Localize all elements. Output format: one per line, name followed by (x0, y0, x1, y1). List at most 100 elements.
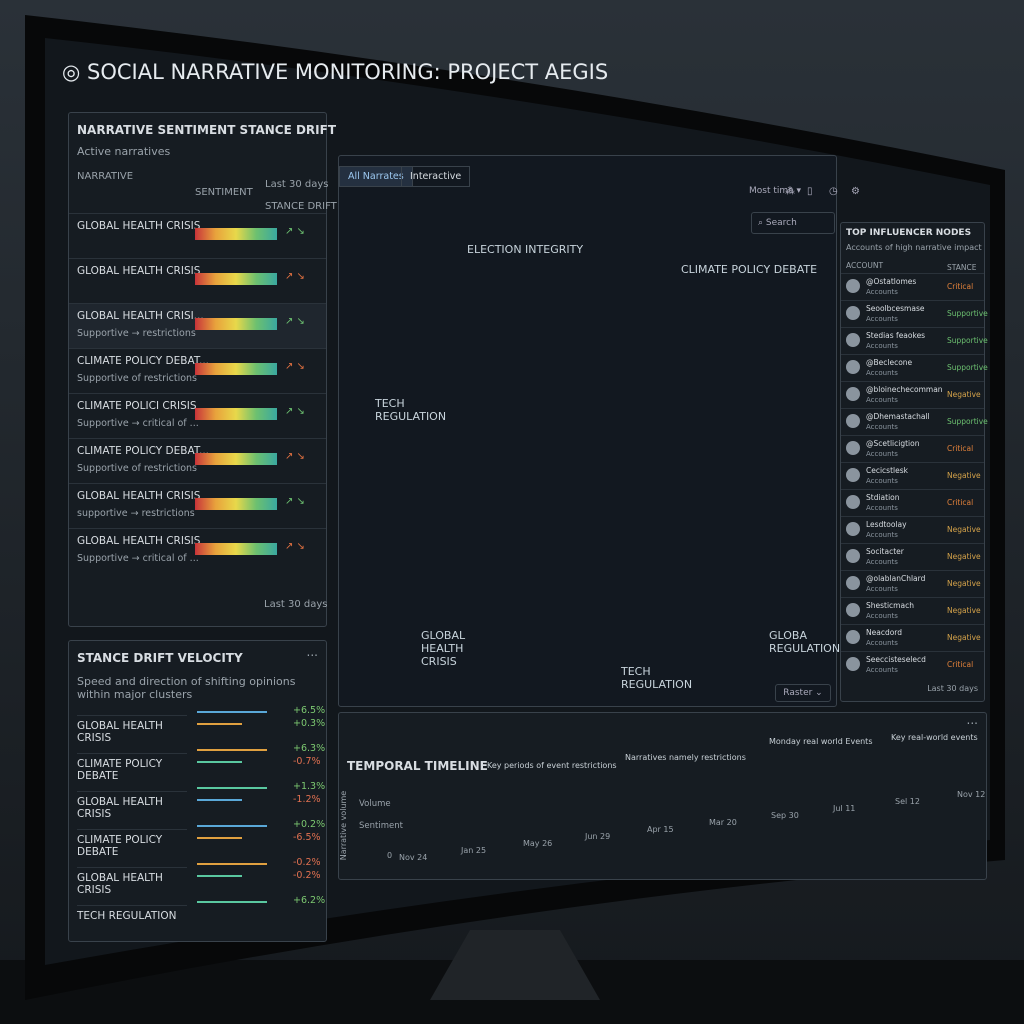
influencer-row[interactable]: Shesticmach Accounts Negative (841, 597, 984, 624)
narrative-row[interactable]: GLOBAL HEALTH CRISIS ↗ ↘ (69, 213, 326, 258)
influencer-row[interactable]: @Scetlicigtion Accounts Critical (841, 435, 984, 462)
sentiment-bar (195, 453, 277, 465)
influencer-row[interactable]: Lesdtoolay Accounts Negative (841, 516, 984, 543)
narrative-row[interactable]: GLOBAL HEALTH CRISIS Supportive → critica… (69, 528, 326, 573)
avatar (846, 657, 860, 671)
app-title: SOCIAL NARRATIVE MONITORING: PROJECT AEG… (87, 60, 609, 84)
stance: Critical (947, 282, 974, 291)
velocity-arrow (197, 799, 242, 801)
narrative-row[interactable]: CLIMATE POLICY DEBAT... Supportive of res… (69, 348, 326, 393)
narrative-row[interactable]: GLOBAL HEALTH CRISIS ↗ ↘ (69, 258, 326, 303)
influencer-row[interactable]: Seoolbcesmase Accounts Supportive (841, 300, 988, 327)
handle: @Scetlicigtion (866, 439, 920, 448)
menu-button[interactable]: ... (306, 645, 318, 659)
zero-label: 0 (387, 851, 393, 860)
narrative-row[interactable]: CLIMATE POLICI CRISIS Supportive → critic… (69, 393, 326, 438)
drift-arrows: ↗ ↘ (285, 406, 305, 417)
sentiment-bar (195, 498, 277, 510)
handle: Shesticmach (866, 601, 914, 610)
cluster-label: GLOBA REGULATION (769, 629, 841, 655)
narrative-detail: Supportive → critical of ... (77, 418, 199, 429)
menu-button[interactable]: ... (966, 713, 978, 727)
avatar (846, 603, 860, 617)
narrative-detail: Supportive → critical of ... (77, 553, 199, 564)
time-filter[interactable]: Most time ▾ (749, 186, 802, 196)
stance: Negative (947, 606, 981, 615)
narrative-row[interactable]: GLOBAL HEALTH CRISI... Supportive → restr… (69, 303, 326, 348)
toolbar-icon[interactable]: ◷ (829, 186, 838, 197)
velocity-name: GLOBAL HEALTH CRISIS (77, 715, 187, 744)
influencer-row[interactable]: @bloinechecomman Accounts Negative (841, 381, 984, 408)
handle: Stedias feaokes (866, 331, 926, 340)
filter-dropdown[interactable]: Raster ⌄ (775, 684, 831, 702)
influencer-row[interactable]: Stedias feaokes Accounts Supportive (841, 327, 988, 354)
account-type: Accounts (866, 450, 898, 458)
toolbar-icon[interactable]: ⚙ (851, 186, 860, 197)
drift-arrows: ↗ ↘ (285, 541, 305, 552)
influencer-row[interactable]: Seeccisteselecd Accounts Critical (841, 651, 984, 678)
velocity-name: GLOBAL HEALTH CRISIS (77, 867, 187, 896)
influencer-row[interactable]: Cecicstlesk Accounts Negative (841, 462, 984, 489)
date-label: Nov 24 (399, 853, 428, 862)
column-header: SENTIMENT (195, 187, 253, 198)
influencer-row[interactable]: Neacdord Accounts Negative (841, 624, 984, 651)
handle: Neacdord (866, 628, 903, 637)
velocity-arrow (197, 761, 242, 763)
column-header: STANCE (947, 263, 977, 272)
avatar (846, 468, 860, 482)
drift-arrows: ↗ ↘ (285, 451, 305, 462)
velocity-arrow (197, 901, 267, 903)
velocity-change: -0.7% (293, 756, 321, 767)
handle: Seoolbcesmase (866, 304, 925, 313)
annotation: Monday real world Events (769, 737, 873, 746)
toolbar-icon[interactable]: ▯ (807, 186, 813, 197)
stance: Negative (947, 579, 981, 588)
narrative-row[interactable]: GLOBAL HEALTH CRISIS supportive → restric… (69, 483, 326, 528)
account-type: Accounts (866, 612, 898, 620)
period: Last 30 days (265, 179, 329, 190)
influencer-row[interactable]: @Ostatlomes Accounts Critical (841, 273, 984, 300)
account-type: Accounts (866, 666, 898, 674)
tab[interactable]: All Narrates (339, 166, 413, 187)
account-type: Accounts (866, 558, 898, 566)
app-header: ◎ SOCIAL NARRATIVE MONITORING: PROJECT A… (62, 60, 609, 84)
influencer-row[interactable]: Stdiation Accounts Critical (841, 489, 984, 516)
velocity-change: +0.3% (293, 718, 326, 729)
handle: Cecicstlesk (866, 466, 908, 475)
narrative-name: CLIMATE POLICY DEBAT... (77, 355, 210, 367)
panel-title: NARRATIVE SENTIMENT STANCE DRIFT (77, 123, 337, 137)
avatar (846, 441, 860, 455)
handle: @Ostatlomes (866, 277, 917, 286)
cluster-label: CLIMATE POLICY DEBATE (681, 263, 818, 276)
stance: Supportive (947, 363, 988, 372)
avatar (846, 360, 860, 374)
narrative-detail: Supportive of restrictions (77, 463, 197, 474)
drift-arrows: ↗ ↘ (285, 316, 305, 327)
tab[interactable]: Interactive (401, 166, 471, 187)
velocity-change: -6.5% (293, 832, 321, 843)
handle: @olablanChlard (866, 574, 926, 583)
sentiment-bar (195, 273, 277, 285)
influencer-row[interactable]: @Beclecone Accounts Supportive (841, 354, 988, 381)
narrative-row[interactable]: CLIMATE POLICY DEBAT... Supportive of res… (69, 438, 326, 483)
handle: @bloinechecomman (866, 385, 943, 394)
account-type: Accounts (866, 396, 898, 404)
drift-arrows: ↗ ↘ (285, 271, 305, 282)
influencer-row[interactable]: @Dhemastachall Accounts Supportive (841, 408, 988, 435)
annotation: Narratives namely restrictions (625, 753, 746, 762)
column-header: STANCE DRIFT (265, 201, 337, 212)
influencer-row[interactable]: Socitacter Accounts Negative (841, 543, 984, 570)
panel-subtitle: Accounts of high narrative impact (846, 243, 982, 252)
toolbar-icon[interactable]: ⁂ (785, 186, 795, 197)
influencer-row[interactable]: @olablanChlard Accounts Negative (841, 570, 984, 597)
velocity-arrow (197, 863, 267, 865)
account-type: Accounts (866, 315, 898, 323)
avatar (846, 522, 860, 536)
velocity-panel: STANCE DRIFT VELOCITY ... Speed and dire… (68, 640, 327, 942)
stance: Negative (947, 390, 981, 399)
stance: Supportive (947, 417, 988, 426)
search-box[interactable]: ⌕ Search (751, 212, 835, 234)
avatar (846, 333, 860, 347)
avatar (846, 414, 860, 428)
